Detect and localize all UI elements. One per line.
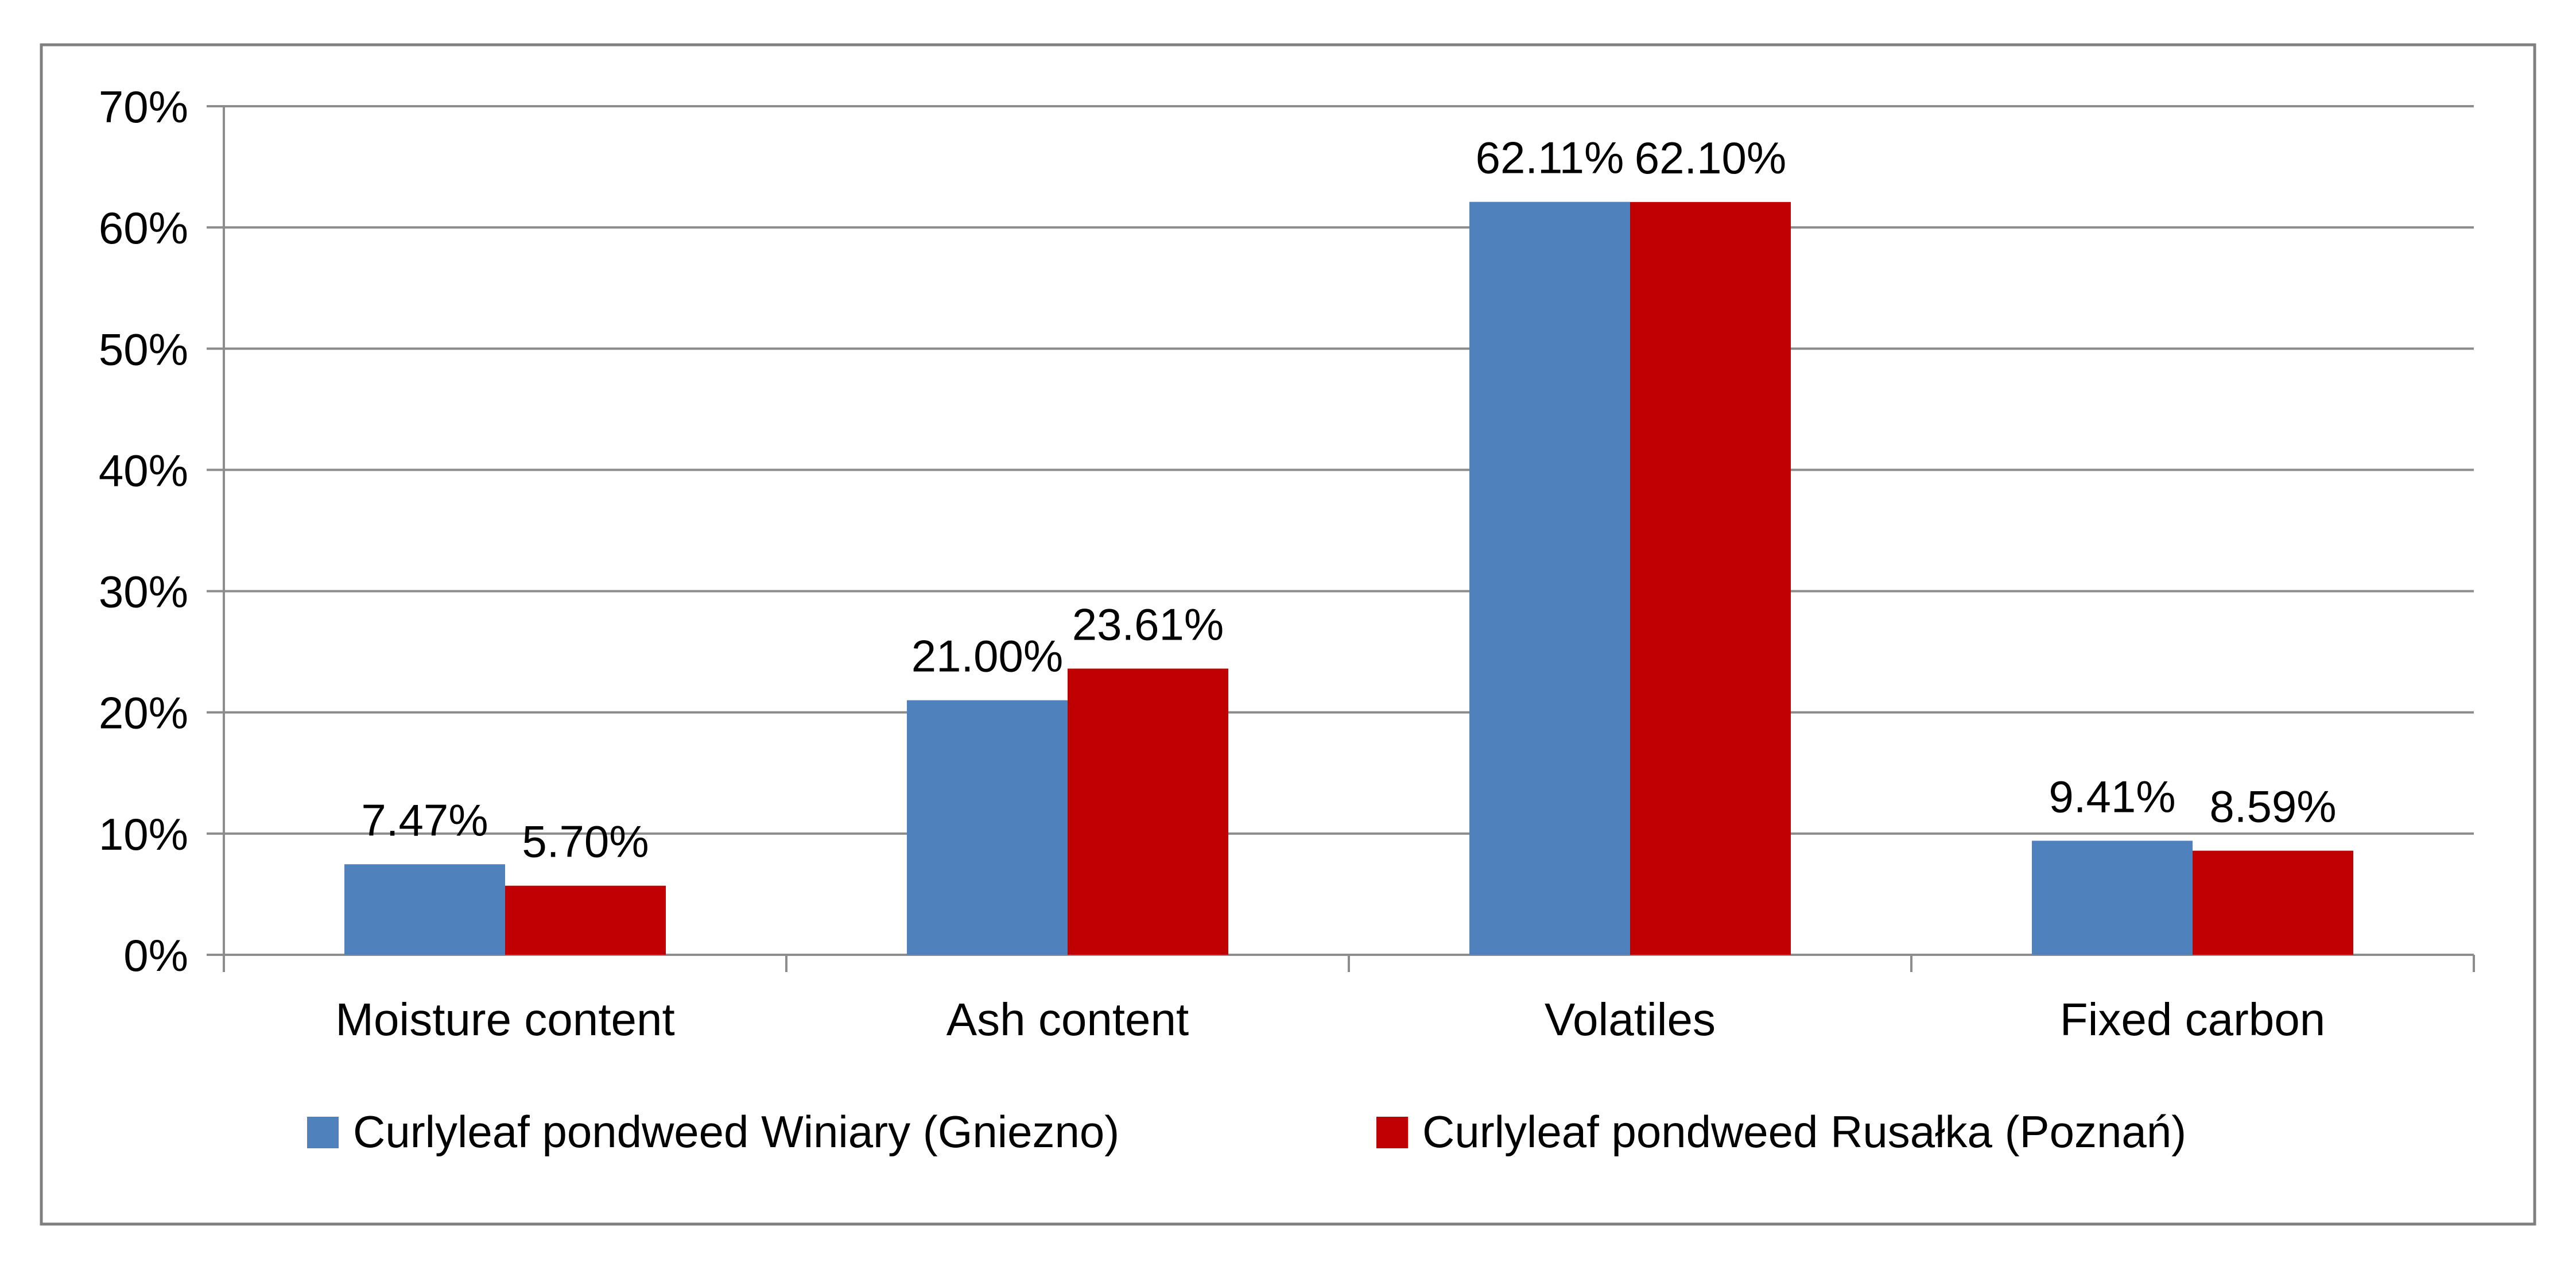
data-label: 8.59% xyxy=(2209,781,2336,832)
y-tick-label: 40% xyxy=(99,445,188,495)
gridlines xyxy=(224,105,2474,835)
data-label: 5.70% xyxy=(522,816,649,867)
bar xyxy=(2032,841,2193,955)
legend: Curlyleaf pondweed Winiary (Gniezno) Curl… xyxy=(307,1106,2186,1157)
bar xyxy=(907,700,1068,955)
legend-swatch xyxy=(307,1117,339,1148)
y-tick-label: 60% xyxy=(99,203,188,253)
x-tick-label: Volatiles xyxy=(1545,994,1716,1045)
y-tick-label: 0% xyxy=(123,930,188,981)
chart-border xyxy=(40,43,2536,1226)
x-tick-label: Moisture content xyxy=(335,994,674,1045)
data-label: 62.10% xyxy=(1635,133,1787,183)
y-tick-label: 50% xyxy=(99,324,188,374)
bar xyxy=(1630,202,1791,955)
y-tick-label: 10% xyxy=(99,809,188,860)
data-labels: 7.47% 5.70% 21.00%23.61% 62.11% 62.10% 9.41% 8… xyxy=(361,133,2336,867)
y-tick-label: 30% xyxy=(99,567,188,617)
x-tick-label: Ash content xyxy=(946,994,1189,1045)
x-tick-label: Fixed carbon xyxy=(2060,994,2325,1045)
y-tick-label: 20% xyxy=(99,688,188,738)
bar xyxy=(2193,850,2353,955)
y-tick-label: 70% xyxy=(99,82,188,132)
data-label: 9.41% xyxy=(2049,771,2175,822)
bar xyxy=(1469,202,1630,955)
bar xyxy=(505,885,666,955)
legend-label: Curlyleaf pondweed Winiary (Gniezno) xyxy=(353,1106,1119,1157)
data-label: 23.61% xyxy=(1072,599,1224,649)
bar xyxy=(1068,668,1228,955)
data-label: 62.11% xyxy=(1476,133,1624,183)
bar xyxy=(344,864,505,955)
bars xyxy=(344,202,2353,955)
data-label: 7.47% xyxy=(361,795,488,845)
legend-swatch xyxy=(1376,1117,1408,1148)
data-label: 21.00% xyxy=(911,631,1064,682)
legend-label: Curlyleaf pondweed Rusałka (Poznań) xyxy=(1422,1106,2186,1157)
